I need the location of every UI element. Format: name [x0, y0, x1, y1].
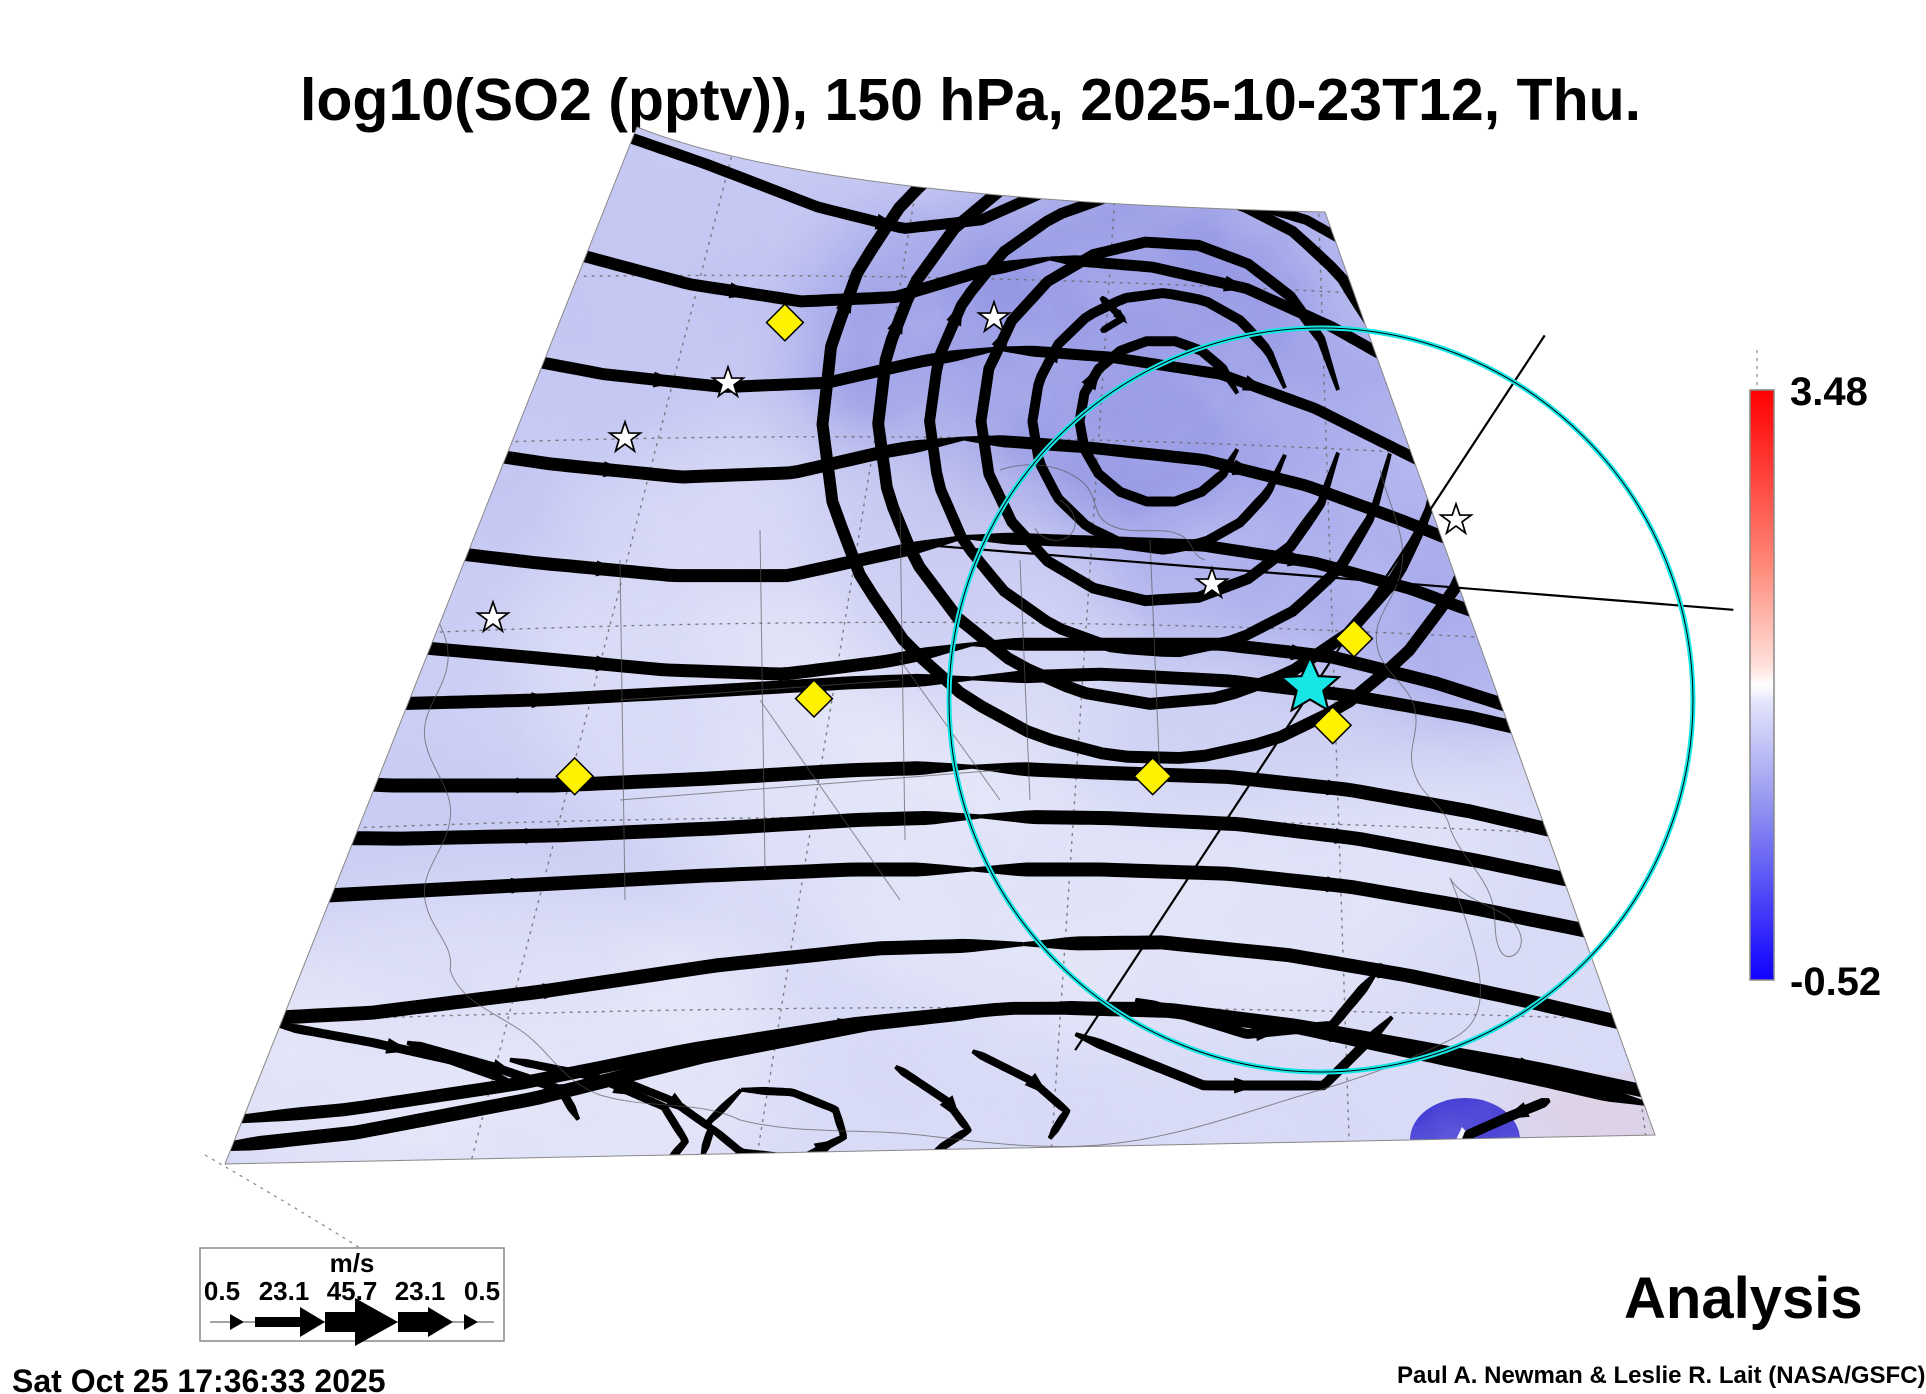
- svg-text:23.1: 23.1: [395, 1276, 446, 1306]
- svg-text:23.1: 23.1: [259, 1276, 310, 1306]
- svg-text:0.5: 0.5: [204, 1276, 240, 1306]
- svg-text:-0.52: -0.52: [1790, 960, 1881, 1004]
- svg-text:m/s: m/s: [330, 1248, 375, 1278]
- svg-text:log10(SO2 (pptv)), 150 hPa, 20: log10(SO2 (pptv)), 150 hPa, 2025-10-23T1…: [300, 67, 1641, 133]
- svg-text:0.5: 0.5: [464, 1276, 500, 1306]
- svg-text:Analysis: Analysis: [1624, 1266, 1863, 1331]
- svg-text:Paul A. Newman & Leslie R. Lai: Paul A. Newman & Leslie R. Lait (NASA/GS…: [1397, 1362, 1926, 1389]
- svg-text:Sat Oct 25 17:36:33 2025: Sat Oct 25 17:36:33 2025: [12, 1363, 386, 1394]
- svg-text:3.48: 3.48: [1790, 370, 1868, 414]
- svg-text:45.7: 45.7: [327, 1276, 378, 1306]
